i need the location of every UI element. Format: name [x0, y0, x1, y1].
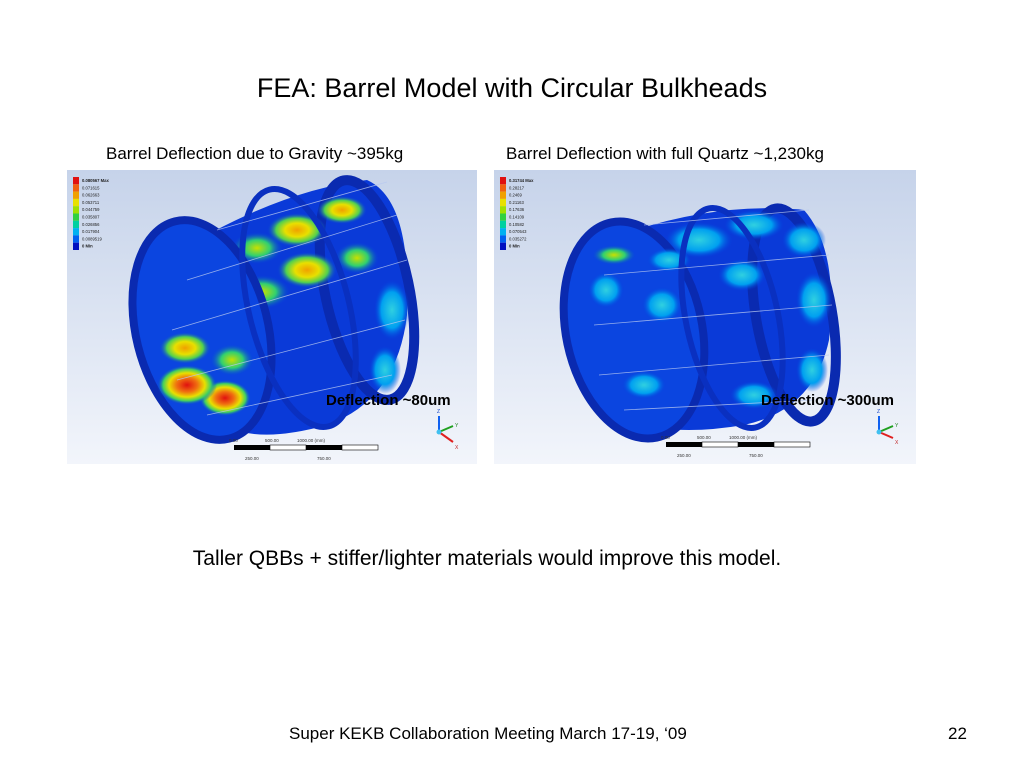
right-fea-image: 0.31744 Max 0.28217 0.2469 0.21163 0.17636 0.… [494, 170, 916, 464]
svg-text:Y: Y [895, 423, 899, 429]
svg-text:1000.00 (mm): 1000.00 (mm) [297, 438, 326, 443]
legend-swatch [73, 213, 79, 221]
left-deflection-label: Deflection ~80um [326, 392, 451, 409]
svg-text:500.00: 500.00 [697, 435, 711, 440]
footer-text: Super KEKB Collaboration Meeting March 1… [289, 724, 687, 743]
legend-swatch [500, 184, 506, 192]
legend-value: 0.071615 [82, 185, 100, 190]
legend-value: 0 Min [509, 244, 520, 249]
legend-value: 0.080567 Max [82, 178, 109, 183]
legend-value: 0.035807 [82, 215, 100, 220]
legend-value: 0.10582 [509, 222, 525, 227]
slide-title: FEA: Barrel Model with Circular Bulkhead… [256, 73, 768, 103]
legend-value: 0.17636 [509, 207, 525, 212]
right-deflection-label: Deflection ~300um [761, 392, 894, 409]
svg-text:Y: Y [455, 423, 459, 429]
legend-swatch [500, 206, 506, 214]
legend-value: 0.31744 Max [509, 178, 534, 183]
svg-text:X: X [895, 440, 899, 446]
svg-text:250.00: 250.00 [245, 456, 259, 461]
right-panel-caption: Barrel Deflection with full Quartz ~1,23… [506, 144, 824, 163]
svg-text:500.00: 500.00 [265, 438, 279, 443]
left-axis-triad-icon: Z Y X [436, 409, 459, 451]
svg-text:750.00: 750.00 [317, 456, 331, 461]
legend-swatch [73, 184, 79, 192]
page-number: 22 [948, 724, 967, 743]
legend-value: 0.026856 [82, 222, 100, 227]
right-color-legend: 0.31744 Max 0.28217 0.2469 0.21163 0.17636 0.… [500, 177, 534, 250]
legend-swatch [500, 220, 506, 229]
svg-text:X: X [455, 445, 459, 451]
legend-swatch [500, 191, 506, 199]
svg-text:Z: Z [437, 409, 440, 415]
legend-value: 0.0089519 [82, 236, 102, 241]
legend-value: 0 Min [82, 244, 93, 249]
right-scale-bar: 0.00 500.00 1000.00 (mm) 250.00 750.00 [661, 435, 811, 458]
left-panel-caption: Barrel Deflection due to Gravity ~395kg [106, 144, 404, 163]
legend-swatch [500, 198, 506, 207]
conclusion-note: Taller QBBs + stiffer/lighter materials … [192, 547, 782, 570]
legend-value: 0.017904 [82, 229, 100, 234]
legend-swatch [500, 228, 506, 236]
left-scale-bar: 0.00 500.00 1000.00 (mm) 250.00 750.00 [229, 438, 379, 461]
legend-swatch [73, 177, 79, 185]
legend-swatch [73, 228, 79, 236]
legend-swatch [500, 213, 506, 221]
legend-value: 0.070543 [509, 229, 527, 234]
right-axis-triad-icon: Z Y X [876, 409, 899, 446]
legend-value: 0.28217 [509, 185, 525, 190]
svg-text:0.00: 0.00 [229, 438, 238, 443]
legend-swatch [73, 242, 79, 250]
legend-swatch [500, 242, 506, 250]
legend-swatch [73, 235, 79, 243]
legend-value: 0.044759 [82, 207, 100, 212]
legend-swatch [500, 235, 506, 243]
svg-text:Z: Z [877, 409, 880, 415]
legend-value: 0.14109 [509, 215, 525, 220]
svg-text:250.00: 250.00 [677, 453, 691, 458]
svg-text:750.00: 750.00 [749, 453, 763, 458]
svg-text:1000.00 (mm): 1000.00 (mm) [729, 435, 758, 440]
legend-value: 0.2469 [509, 193, 522, 198]
legend-value: 0.21163 [509, 200, 524, 205]
svg-text:0.00: 0.00 [661, 435, 670, 440]
legend-swatch [73, 191, 79, 199]
legend-value: 0.062663 [82, 193, 100, 198]
left-fea-image: 0.080567 Max 0.071615 0.062663 0.053711 0.04… [67, 170, 477, 464]
left-color-legend: 0.080567 Max 0.071615 0.062663 0.053711 0.04… [73, 177, 109, 250]
legend-swatch [73, 220, 79, 229]
legend-swatch [500, 177, 506, 185]
legend-swatch [73, 198, 79, 207]
legend-value: 0.035272 [509, 236, 527, 241]
legend-swatch [73, 206, 79, 214]
legend-value: 0.053711 [82, 200, 100, 205]
